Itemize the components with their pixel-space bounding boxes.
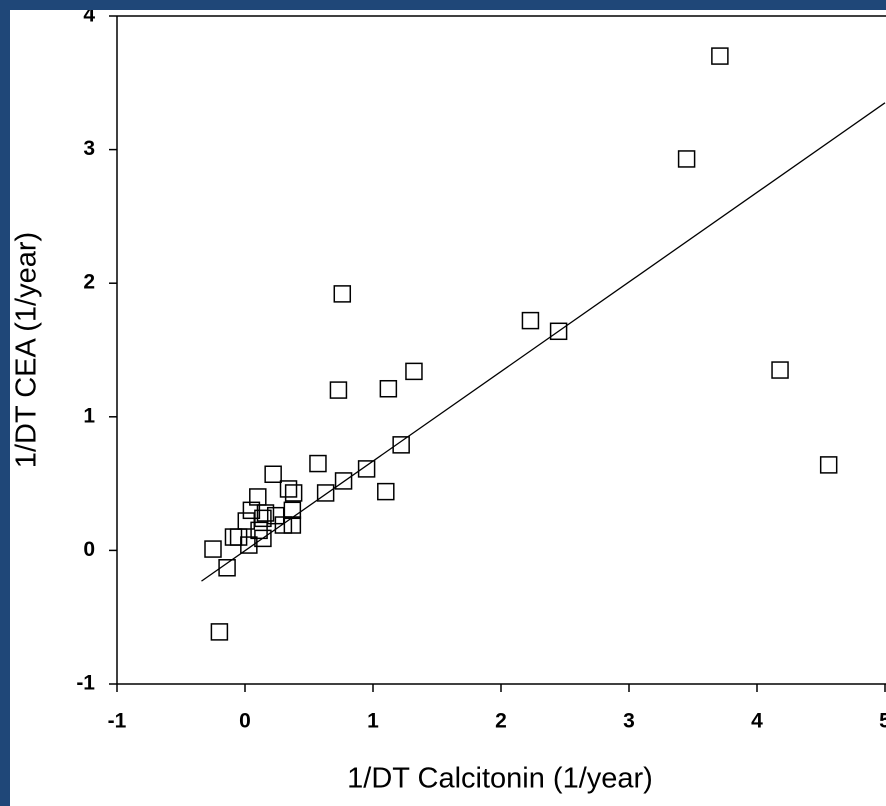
point <box>521 311 540 330</box>
x-tick-label: 3 <box>623 710 635 733</box>
point <box>218 559 236 577</box>
point <box>334 472 353 490</box>
x-tick-label: -1 <box>108 710 127 733</box>
border <box>0 0 10 806</box>
y-tick-label: -1 <box>76 672 95 695</box>
point <box>204 540 222 558</box>
border <box>0 0 886 10</box>
point <box>379 379 398 398</box>
point <box>357 460 376 478</box>
fit-line <box>201 102 886 582</box>
point <box>677 150 696 168</box>
point <box>316 484 335 502</box>
point <box>309 454 327 473</box>
x-tick-label: 5 <box>879 710 886 733</box>
point <box>392 436 410 454</box>
point <box>329 381 348 399</box>
x-tick-label: 2 <box>495 710 507 733</box>
point <box>279 480 298 498</box>
x-tick-label: 0 <box>239 710 251 733</box>
point <box>819 456 838 474</box>
point <box>771 361 789 379</box>
point <box>210 623 229 641</box>
point <box>377 482 395 501</box>
x-tick-label: 1 <box>367 710 379 733</box>
point <box>283 501 302 520</box>
point <box>274 516 293 534</box>
x-tick-label: 4 <box>751 710 763 733</box>
point <box>254 509 272 528</box>
point <box>549 322 568 341</box>
point <box>405 362 423 381</box>
point <box>711 47 729 65</box>
x-axis-title: 1/DT Calcitonin (1/year) <box>347 763 653 795</box>
point <box>264 465 282 483</box>
y-tick-label: 3 <box>83 137 95 160</box>
y-tick-label: 0 <box>83 538 95 561</box>
point <box>240 536 258 554</box>
point <box>283 516 302 534</box>
y-tick-label: 1 <box>83 404 95 427</box>
point <box>256 504 275 522</box>
y-tick-label: 2 <box>83 271 95 294</box>
point <box>254 529 272 548</box>
point <box>333 285 352 303</box>
point <box>284 484 303 502</box>
y-axis-title: 1/DT CEA (1/year) <box>11 232 43 468</box>
